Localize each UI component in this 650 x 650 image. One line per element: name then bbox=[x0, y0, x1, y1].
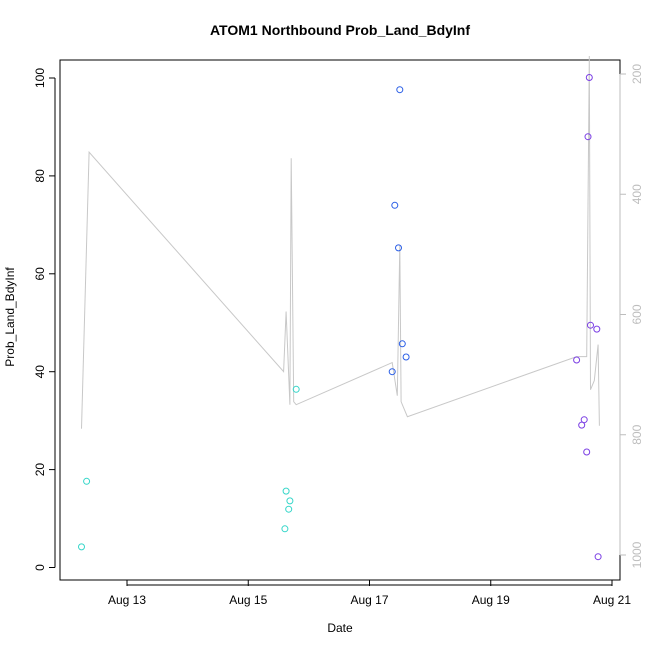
chart-title: ATOM1 Northbound Prob_Land_BdyInf bbox=[210, 22, 470, 38]
data-point bbox=[580, 416, 588, 424]
data-point bbox=[78, 543, 85, 551]
plot-frame bbox=[59, 59, 621, 581]
x-tick-label: Aug 17 bbox=[350, 593, 388, 607]
secondary-y-axis: 200 400 600 800 1000 bbox=[619, 64, 644, 568]
data-point bbox=[281, 525, 289, 533]
x-tick-label: Aug 13 bbox=[108, 593, 146, 607]
y-tick-label: 0 bbox=[33, 564, 47, 571]
x-tick-label: Aug 19 bbox=[472, 593, 510, 607]
secondary-y-tick-label: 800 bbox=[630, 424, 644, 444]
data-point bbox=[285, 505, 293, 513]
data-point bbox=[282, 487, 290, 495]
y-tick-label: 80 bbox=[33, 169, 47, 183]
data-point bbox=[395, 244, 402, 252]
y-tick-label: 20 bbox=[33, 463, 47, 477]
data-point bbox=[584, 133, 592, 141]
y-tick-label: 100 bbox=[33, 68, 47, 88]
secondary-y-tick-label: 200 bbox=[630, 64, 644, 84]
data-point bbox=[594, 553, 602, 561]
data-point bbox=[587, 321, 594, 329]
x-tick-label: Aug 15 bbox=[229, 593, 267, 607]
x-tick-label: Aug 21 bbox=[593, 593, 631, 607]
y-tick-label: 40 bbox=[33, 365, 47, 379]
secondary-series-line bbox=[81, 55, 600, 429]
data-point bbox=[83, 477, 91, 485]
data-point bbox=[583, 448, 591, 456]
secondary-y-tick-label: 400 bbox=[630, 184, 644, 204]
x-axis-label: Date bbox=[327, 621, 353, 635]
x-axis: Aug 13 Aug 15 Aug 17 Aug 19 Aug 21 bbox=[108, 580, 631, 607]
y-axis: 0 20 40 60 80 100 bbox=[33, 68, 56, 571]
y-axis-label: Prob_Land_BdyInf bbox=[3, 267, 17, 367]
data-point bbox=[396, 86, 404, 94]
data-point bbox=[286, 497, 294, 505]
data-point bbox=[391, 201, 399, 209]
data-point bbox=[398, 340, 406, 348]
data-point bbox=[585, 74, 593, 81]
points-layer bbox=[78, 74, 602, 561]
data-point bbox=[388, 368, 396, 376]
secondary-line-layer bbox=[81, 55, 600, 429]
secondary-y-tick-label: 1000 bbox=[630, 541, 644, 568]
data-point bbox=[593, 325, 601, 333]
data-point bbox=[292, 385, 300, 393]
secondary-y-tick-label: 600 bbox=[630, 304, 644, 324]
y-tick-label: 60 bbox=[33, 267, 47, 281]
data-point bbox=[402, 353, 410, 361]
data-point bbox=[573, 356, 581, 364]
